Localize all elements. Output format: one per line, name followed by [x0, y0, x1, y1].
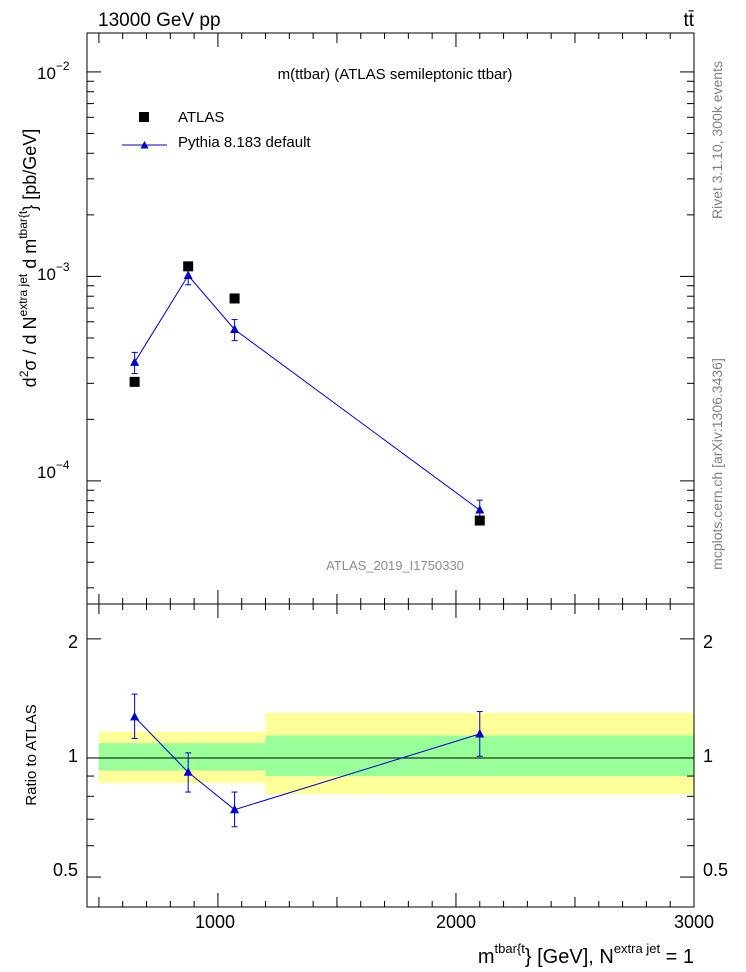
ratio-band-inner	[194, 743, 266, 771]
ratio-band-inner	[98, 743, 195, 771]
energy-label: 13000 GeV pp	[98, 10, 221, 31]
ratio-ytick-label-right: 2	[703, 632, 713, 652]
pythia-point	[475, 505, 485, 514]
pythia-line	[134, 274, 481, 511]
legend-atlas-label: ATLAS	[178, 109, 224, 126]
main-data	[129, 261, 485, 526]
ytick-label: 10−3	[37, 260, 70, 284]
ratio-frame	[86, 603, 695, 908]
ratio-ytick-label-right: 1	[703, 746, 713, 766]
ratio-data	[130, 693, 485, 828]
ytick-label: 10−4	[37, 458, 70, 482]
pythia-point	[230, 324, 240, 333]
analysis-label: ATLAS_2019_I1750330	[326, 558, 464, 573]
mcplots-label: mcplots.cern.ch [arXiv:1306.3436]	[709, 358, 725, 570]
xtick-label: 1000	[195, 912, 235, 932]
main-ylabel: d2σ / d Nextra jet d mtbar{t} [pb/GeV]	[16, 129, 40, 388]
rivet-label: Rivet 3.1.10, 300k events	[709, 61, 725, 219]
ytick-label: 10−2	[37, 59, 70, 83]
ratio-ytick-label-right: 0.5	[703, 860, 728, 880]
legend-pythia-label: Pythia 8.183 default	[178, 134, 311, 151]
xlabel: mtbar{t} [GeV], Nextra jet = 1	[478, 941, 694, 968]
atlas-point	[129, 376, 140, 387]
ratio-ytick-label-left: 0.5	[53, 860, 78, 880]
xtick-label: 3000	[674, 912, 714, 932]
ratio-pythia-line	[134, 716, 480, 811]
pythia-point	[130, 357, 140, 366]
main-axis-ticks	[87, 33, 695, 604]
ratio-pythia-point	[230, 804, 240, 814]
atlas-point	[183, 261, 194, 272]
ratio-axis-ticks	[87, 604, 695, 907]
pythia-point	[183, 270, 193, 280]
legend-atlas-marker	[139, 112, 149, 122]
ratio-pythia-point	[183, 767, 193, 776]
atlas-point	[229, 293, 240, 304]
ratio-panel: 2 1 0.5 2 1 0.5 1000 2000 3000 Ratio to …	[23, 603, 728, 968]
main-panel: m(ttbar) (ATLAS semileptonic ttbar) ATLA…	[16, 32, 695, 605]
atlas-point	[474, 515, 485, 526]
ratio-ylabel: Ratio to ATLAS	[23, 704, 40, 805]
legend: ATLAS Pythia 8.183 default	[122, 109, 311, 151]
ratio-pythia-point	[130, 711, 140, 721]
xtick-label: 2000	[436, 912, 476, 932]
legend-pythia-marker	[140, 141, 149, 149]
ratio-ytick-label-left: 1	[68, 746, 78, 766]
process-label: tt̄	[683, 10, 694, 31]
ratio-ytick-label-left: 2	[68, 632, 78, 652]
ratio-pythia-point	[475, 728, 485, 738]
chart-title: m(ttbar) (ATLAS semileptonic ttbar)	[278, 66, 513, 83]
